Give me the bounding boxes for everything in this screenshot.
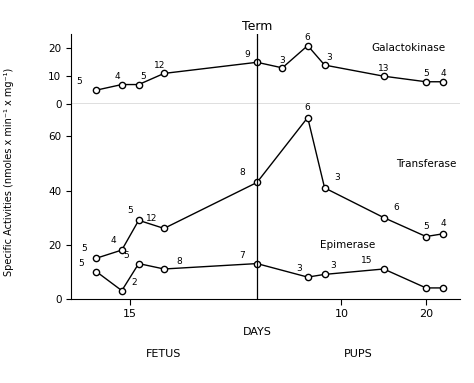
Text: 5: 5 — [77, 77, 82, 86]
Text: 12: 12 — [154, 61, 165, 70]
Text: 2: 2 — [132, 278, 137, 287]
Text: 3: 3 — [326, 53, 332, 62]
Text: PUPS: PUPS — [344, 349, 373, 358]
Text: 4: 4 — [440, 69, 446, 79]
Text: 5: 5 — [81, 244, 87, 253]
Text: 12: 12 — [146, 214, 157, 223]
Text: Transferase: Transferase — [396, 159, 457, 169]
Text: 5: 5 — [140, 72, 146, 81]
Text: 4: 4 — [110, 236, 116, 245]
Text: DAYS: DAYS — [243, 327, 272, 337]
Text: 5: 5 — [128, 206, 133, 215]
Text: 3: 3 — [280, 56, 285, 64]
Text: 7: 7 — [239, 250, 245, 260]
Text: 5: 5 — [78, 259, 84, 268]
Text: 4: 4 — [440, 219, 446, 228]
Text: 6: 6 — [305, 103, 310, 112]
Text: FETUS: FETUS — [146, 349, 182, 358]
Text: 3: 3 — [296, 264, 302, 273]
Text: Galactokinase: Galactokinase — [371, 43, 445, 53]
Text: 6: 6 — [393, 203, 399, 212]
Text: 5: 5 — [423, 222, 429, 231]
Text: Specific Activities (nmoles x min⁻¹ x mg⁻¹): Specific Activities (nmoles x min⁻¹ x mg… — [4, 68, 15, 277]
Text: 6: 6 — [305, 33, 310, 42]
Text: 9: 9 — [244, 50, 250, 59]
Text: 8: 8 — [239, 168, 245, 177]
Text: Epimerase: Epimerase — [320, 240, 375, 250]
Text: 4: 4 — [115, 72, 120, 81]
Text: 3: 3 — [334, 173, 340, 182]
Text: 5: 5 — [423, 69, 429, 79]
Text: 15: 15 — [361, 256, 373, 265]
Text: 5: 5 — [123, 250, 129, 260]
Text: 13: 13 — [378, 64, 390, 73]
Text: 3: 3 — [330, 261, 336, 270]
Text: 8: 8 — [176, 257, 182, 266]
Text: Term: Term — [242, 20, 272, 33]
